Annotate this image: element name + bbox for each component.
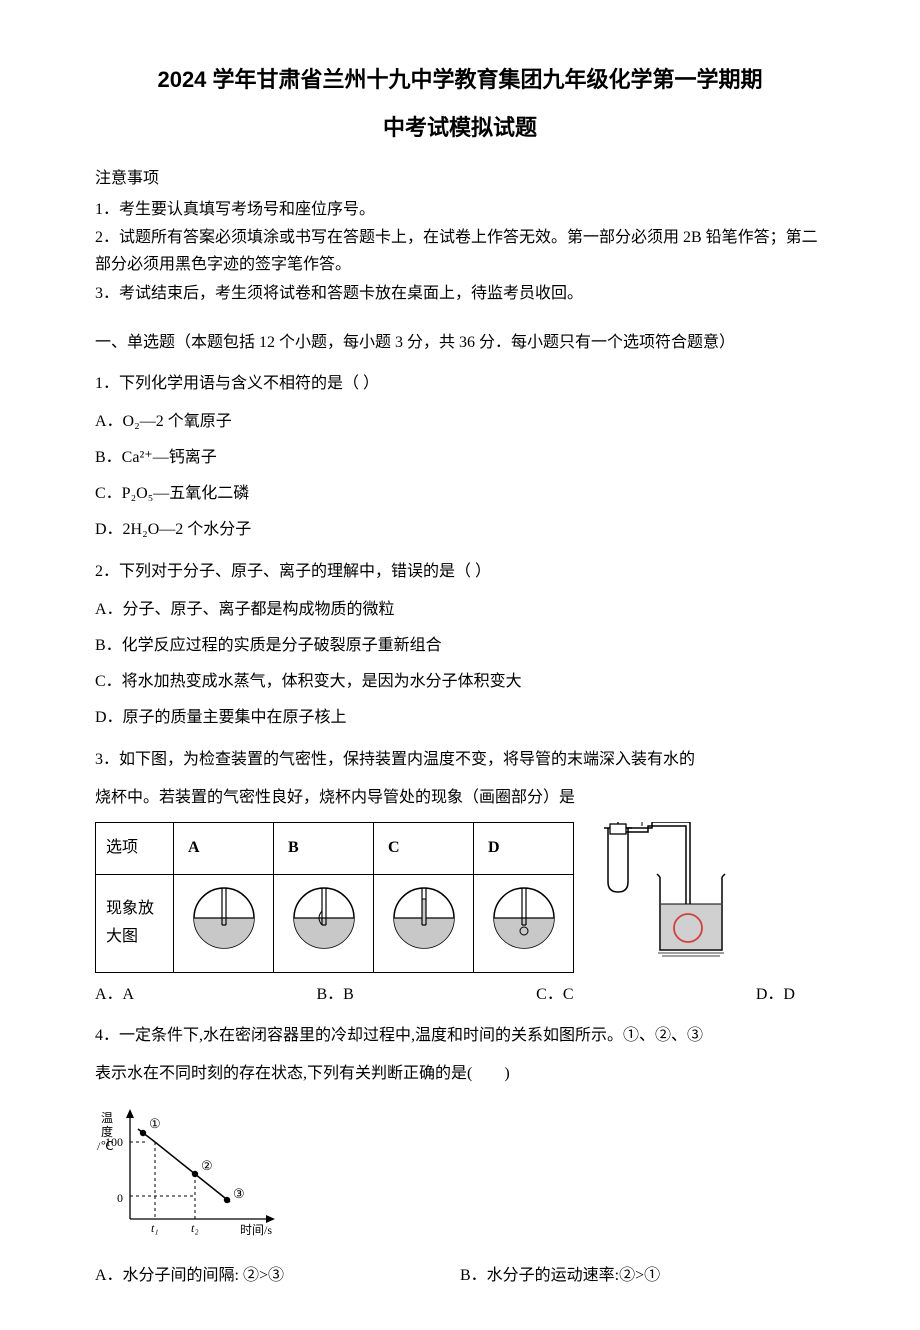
notice-heading: 注意事项 xyxy=(95,165,825,194)
notice-item-3: 3．考试结束后，考生须将试卷和答题卡放在桌面上，待监考员收回。 xyxy=(95,280,825,307)
mark-3: ③ xyxy=(233,1186,245,1201)
q3-col-d: D xyxy=(474,822,574,874)
q4-graph: 温 度 /℃ 100 0 ① ② ③ t₁ t₂ 时间/s xyxy=(95,1104,285,1244)
q3-col-a-label: A xyxy=(188,839,200,856)
q1-opt-d: D．2H₂O—2 个水分子 xyxy=(95,514,825,546)
q3-row2-header: 现象放大图 xyxy=(96,875,174,973)
circle-diagram-d xyxy=(491,885,557,951)
q3-col-a: A xyxy=(174,822,274,874)
q4-stem-1: 4．一定条件下,水在密闭容器里的冷却过程中,温度和时间的关系如图所示。①、②、③ xyxy=(95,1020,825,1052)
q4-stem-2: 表示水在不同时刻的存在状态,下列有关判断正确的是( ) xyxy=(95,1058,825,1090)
q3-stem-2: 烧杯中。若装置的气密性良好，烧杯内导管处的现象（画圈部分）是 xyxy=(95,782,825,814)
xtick-t1: t₁ xyxy=(151,1221,159,1235)
circle-diagram-b xyxy=(291,885,357,951)
q4-opt-a: A．水分子间的间隔: ②>③ xyxy=(95,1262,460,1291)
circle-diagram-a xyxy=(191,885,257,951)
xlabel: 时间/s xyxy=(240,1223,272,1237)
title-line-1: 2024 学年甘肃省兰州十九中学教育集团九年级化学第一学期期 xyxy=(95,60,825,100)
q2-opt-c: C．将水加热变成水蒸气，体积变大，是因为水分子体积变大 xyxy=(95,666,825,698)
q3-answer-row: A．A B．B C．C D．D xyxy=(95,981,825,1010)
q3-table: 选项 A B C D 现象放大图 xyxy=(95,822,574,973)
q2-opt-b: B．化学反应过程的实质是分子破裂原子重新组合 xyxy=(95,630,825,662)
q2-opt-d: D．原子的质量主要集中在原子核上 xyxy=(95,702,825,734)
table-row: 现象放大图 xyxy=(96,875,574,973)
ytick-100: 100 xyxy=(105,1135,123,1149)
q3-cell-a xyxy=(174,875,274,973)
q4-opts-row: A．水分子间的间隔: ②>③ B．水分子的运动速率:②>① xyxy=(95,1262,825,1291)
q1-stem: 1．下列化学用语与含义不相符的是（ ） xyxy=(95,368,825,400)
ylabel-top: 温 xyxy=(101,1111,113,1125)
q1-opt-c: C．P₂O₅—五氧化二磷 xyxy=(95,478,825,510)
table-row: 选项 A B C D xyxy=(96,822,574,874)
ytick-0: 0 xyxy=(117,1191,123,1205)
q3-ans-b: B．B xyxy=(316,981,353,1010)
q3-col-d-label: D xyxy=(488,839,500,856)
mark-2: ② xyxy=(201,1158,213,1173)
q3-cell-c xyxy=(374,875,474,973)
q1-opt-b: B．Ca²⁺—钙离子 xyxy=(95,442,825,474)
q3-figure-row: 选项 A B C D 现象放大图 xyxy=(95,822,825,973)
notice-item-1: 1．考生要认真填写考场号和座位序号。 xyxy=(95,196,825,223)
q3-row1-header: 选项 xyxy=(96,822,174,874)
q3-ans-a: A．A xyxy=(95,981,134,1010)
section-1-heading: 一、单选题（本题包括 12 个小题，每小题 3 分，共 36 分．每小题只有一个… xyxy=(95,329,825,356)
q3-stem-1: 3．如下图，为检查装置的气密性，保持装置内温度不变，将导管的末端深入装有水的 xyxy=(95,744,825,776)
q3-col-b: B xyxy=(274,822,374,874)
q3-col-b-label: B xyxy=(288,839,299,856)
q2-stem: 2．下列对于分子、原子、离子的理解中，错误的是（ ） xyxy=(95,556,825,588)
q4-opt-b: B．水分子的运动速率:②>① xyxy=(460,1262,825,1291)
circle-diagram-c xyxy=(391,885,457,951)
title-line-2: 中考试模拟试题 xyxy=(95,108,825,148)
q2-opt-a: A．分子、原子、离子都是构成物质的微粒 xyxy=(95,594,825,626)
q3-ans-d: D．D xyxy=(756,981,795,1010)
xtick-t2: t₂ xyxy=(191,1221,199,1235)
notice-item-2: 2．试题所有答案必须填涂或书写在答题卡上，在试卷上作答无效。第一部分必须用 2B… xyxy=(95,224,825,278)
apparatus-diagram xyxy=(582,822,732,973)
mark-1: ① xyxy=(149,1116,161,1131)
q3-col-c: C xyxy=(374,822,474,874)
q3-cell-b xyxy=(274,875,374,973)
q3-col-c-label: C xyxy=(388,839,400,856)
q3-ans-c: C．C xyxy=(536,981,573,1010)
q1-opt-a: A．O₂—2 个氧原子 xyxy=(95,406,825,438)
q3-cell-d xyxy=(474,875,574,973)
